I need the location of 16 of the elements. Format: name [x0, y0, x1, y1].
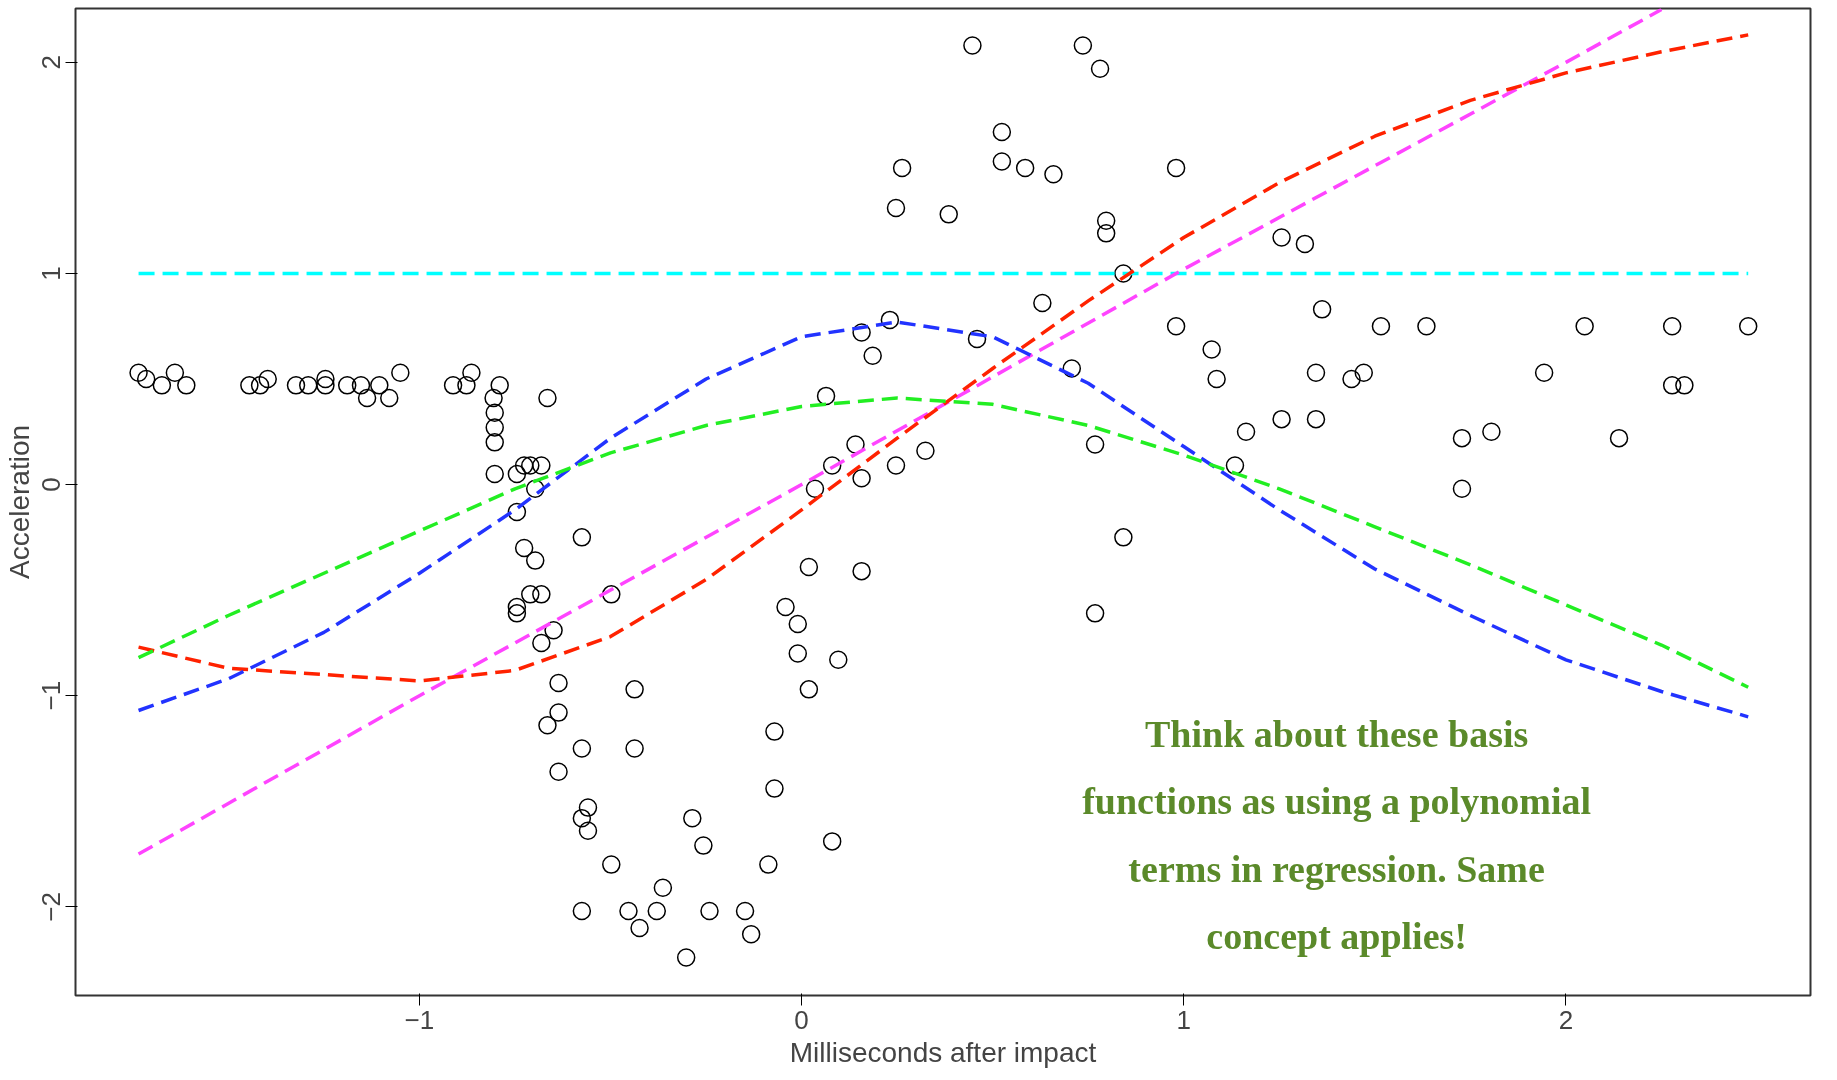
y-axis-title: Acceleration — [3, 424, 35, 580]
line-series — [136, 396, 1750, 690]
x-tick-label: 1 — [1176, 1004, 1191, 1035]
line-series — [136, 320, 1750, 719]
x-tick-label: 2 — [1558, 1004, 1574, 1035]
y-tick-label: 2 — [36, 55, 67, 70]
line-series — [136, 33, 1750, 683]
x-tick-label: 0 — [794, 1004, 809, 1035]
line-series — [136, 8, 1664, 856]
x-tick-label: −1 — [404, 1004, 435, 1035]
y-tick-label: −2 — [36, 891, 67, 922]
y-tick-label: 1 — [36, 266, 67, 281]
annotation: Think about these basis functions as using a polynomial terms in regression. Same concept applies! — [1082, 712, 1592, 958]
x-axis-title: Milliseconds after impact — [789, 1036, 1097, 1068]
y-tick-label: −1 — [36, 680, 67, 711]
y-tick-label: 0 — [36, 477, 67, 492]
